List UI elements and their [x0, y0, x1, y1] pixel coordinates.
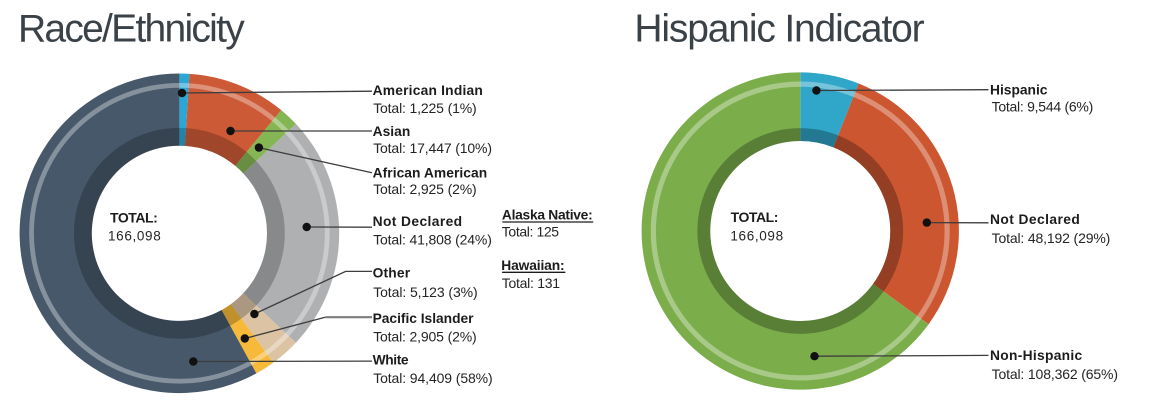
- svg-text:Non-Hispanic: Non-Hispanic: [990, 348, 1083, 363]
- svg-text:Not Declared: Not Declared: [373, 214, 463, 229]
- svg-text:Not Declared: Not Declared: [990, 212, 1080, 227]
- svg-text:Total: 9,544 (6%): Total: 9,544 (6%): [992, 98, 1093, 114]
- svg-text:Total: 41,808 (24%): Total: 41,808 (24%): [373, 231, 492, 247]
- svg-text:Other: Other: [373, 265, 411, 280]
- svg-text:Total: 125: Total: 125: [502, 224, 560, 240]
- svg-text:Total: 48,192 (29%): Total: 48,192 (29%): [992, 230, 1111, 246]
- svg-text:Total: 17,447 (10%): Total: 17,447 (10%): [373, 140, 492, 156]
- svg-text:TOTAL:: TOTAL:: [731, 209, 778, 225]
- svg-text:African American: African American: [373, 166, 488, 181]
- svg-text:Hispanic: Hispanic: [990, 83, 1048, 98]
- svg-text:Total: 5,123 (3%): Total: 5,123 (3%): [373, 284, 477, 300]
- svg-text:American Indian: American Indian: [373, 83, 483, 98]
- svg-text:Total: 131: Total: 131: [502, 275, 560, 291]
- svg-text:Hispanic Indicator: Hispanic Indicator: [634, 8, 924, 51]
- svg-text:Total: 2,905 (2%): Total: 2,905 (2%): [373, 328, 476, 344]
- svg-text:White: White: [373, 352, 409, 367]
- svg-text:Total: 108,362 (65%): Total: 108,362 (65%): [992, 366, 1118, 382]
- svg-text:TOTAL:: TOTAL:: [110, 209, 157, 225]
- svg-text:Hawaiian:: Hawaiian:: [501, 258, 564, 273]
- svg-text:166,098: 166,098: [730, 228, 783, 243]
- svg-text:Pacific Islander: Pacific Islander: [373, 311, 475, 326]
- svg-text:Total: 1,225 (1%): Total: 1,225 (1%): [373, 100, 476, 116]
- svg-text:Asian: Asian: [373, 124, 411, 139]
- svg-text:166,098: 166,098: [108, 229, 161, 244]
- svg-text:Total: 94,409 (58%): Total: 94,409 (58%): [373, 370, 492, 386]
- svg-text:Total: 2,925 (2%): Total: 2,925 (2%): [373, 181, 476, 197]
- svg-text:Race/Ethnicity: Race/Ethnicity: [18, 8, 245, 51]
- svg-text:Alaska Native:: Alaska Native:: [502, 207, 593, 222]
